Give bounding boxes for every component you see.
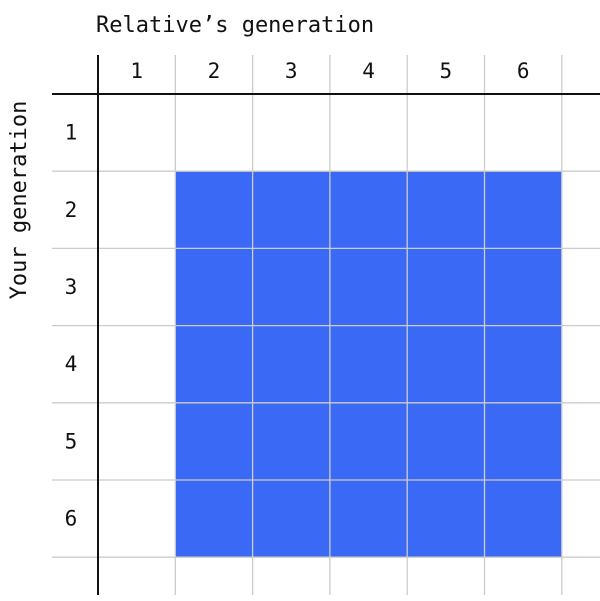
filled-cell (484, 325, 562, 403)
filled-cell (252, 171, 330, 249)
column-label: 2 (208, 59, 221, 83)
grid-lines (52, 55, 600, 595)
row-label: 1 (65, 121, 78, 145)
cell-layer (175, 171, 562, 558)
row-label: 2 (65, 198, 78, 222)
filled-cell (329, 402, 408, 480)
column-label: 3 (285, 59, 298, 83)
filled-cell (175, 171, 253, 249)
tick-labels: 1 2 3 4 5 6 1 2 3 4 5 6 (65, 59, 530, 531)
filled-cell (252, 402, 330, 480)
filled-cell (484, 480, 562, 558)
x-axis-title: Relative’s generation (96, 13, 374, 38)
filled-cell (329, 325, 408, 403)
filled-cell (252, 325, 330, 403)
filled-cell (252, 248, 330, 326)
row-label: 6 (65, 507, 78, 531)
row-label: 3 (65, 275, 78, 299)
filled-cell (329, 248, 408, 326)
column-label: 4 (362, 59, 375, 83)
filled-cell (175, 402, 253, 480)
filled-cell (484, 171, 562, 249)
filled-cell (175, 248, 253, 326)
filled-cell (407, 325, 485, 403)
filled-cell (252, 480, 330, 558)
filled-cell (407, 402, 485, 480)
filled-cell (484, 402, 562, 480)
filled-cell (484, 248, 562, 326)
filled-cell (329, 171, 408, 249)
column-label: 6 (517, 59, 530, 83)
filled-cell (407, 480, 485, 558)
column-label: 1 (130, 59, 143, 83)
filled-cell (175, 325, 253, 403)
filled-cell (175, 480, 253, 558)
row-label: 5 (65, 429, 78, 453)
filled-cell (329, 480, 408, 558)
row-label: 4 (65, 352, 78, 376)
filled-cell (407, 171, 485, 249)
column-label: 5 (440, 59, 453, 83)
y-axis-title: Your generation (7, 101, 32, 300)
filled-cell (407, 248, 485, 326)
